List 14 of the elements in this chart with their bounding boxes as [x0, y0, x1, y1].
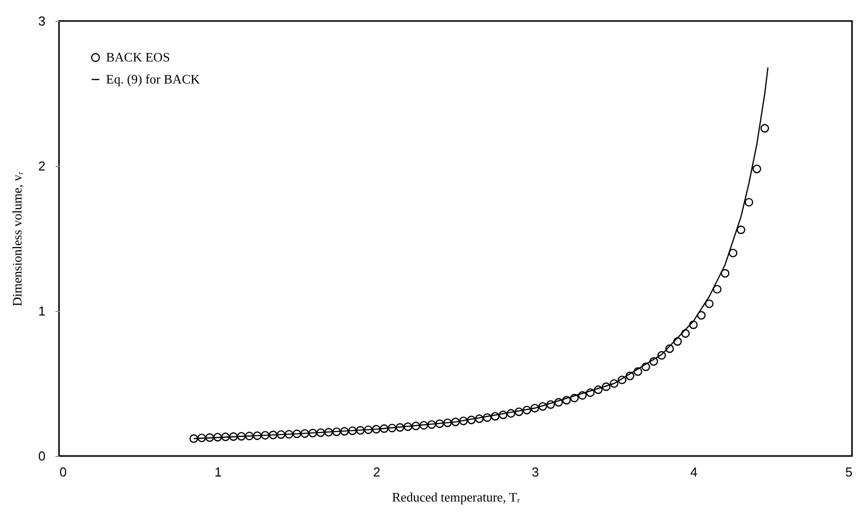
y-axis-title: Dimensionless volume, vᵣ [9, 172, 24, 306]
y-tick-label: 1 [38, 304, 46, 318]
x-tick-label: 1 [214, 464, 222, 480]
x-tick-label: 2 [373, 464, 380, 480]
x-tick-label: 3 [532, 464, 539, 480]
x-tick-label: 5 [845, 464, 852, 480]
x-tick-label: 0 [60, 464, 67, 480]
legend-label: Eq. (9) for BACK [106, 72, 200, 86]
y-tick-label: 3 [38, 14, 46, 28]
x-tick-label: 4 [690, 464, 698, 480]
legend-label: BACK EOS [106, 50, 170, 64]
x-axis-title: Reduced temperature, Tᵣ [392, 490, 520, 504]
y-tick-label: 0 [38, 448, 46, 464]
y-tick-label: 2 [38, 158, 46, 174]
